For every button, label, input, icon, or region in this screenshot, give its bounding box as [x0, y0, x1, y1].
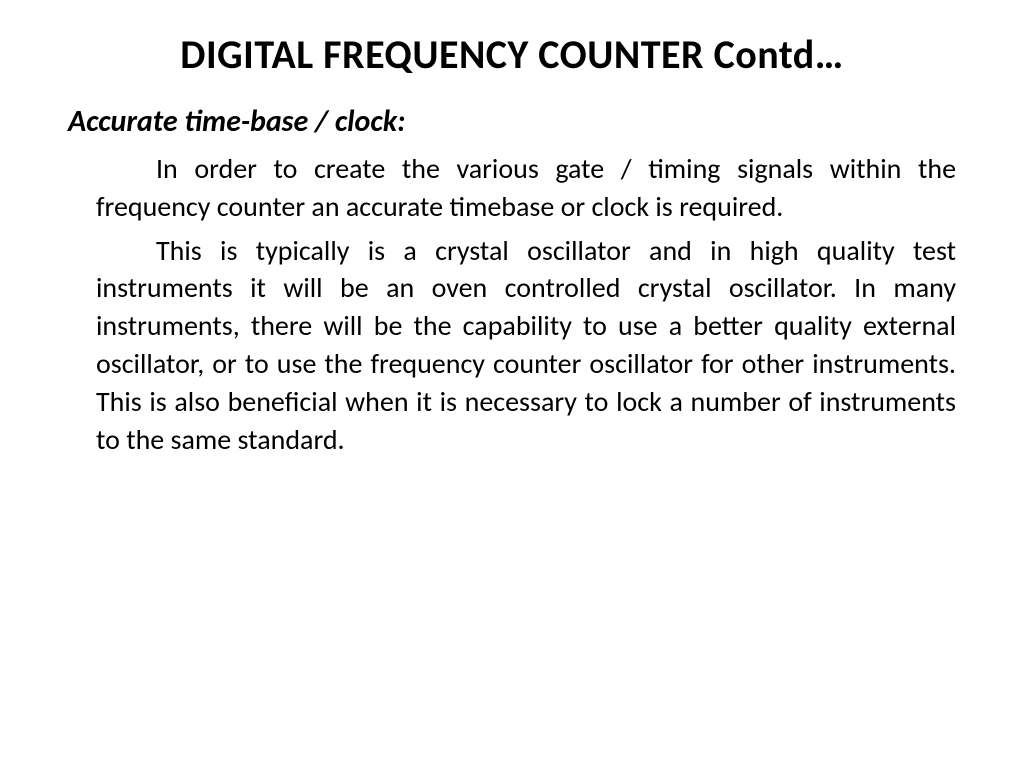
body-paragraph-2: This is typically is a crystal oscillato…	[60, 232, 964, 459]
body-paragraph-1: In order to create the various gate / ti…	[60, 150, 964, 226]
section-subheading: Accurate time-base / clock:	[60, 103, 964, 140]
slide-title: DIGITAL FREQUENCY COUNTER Contd…	[60, 30, 964, 79]
